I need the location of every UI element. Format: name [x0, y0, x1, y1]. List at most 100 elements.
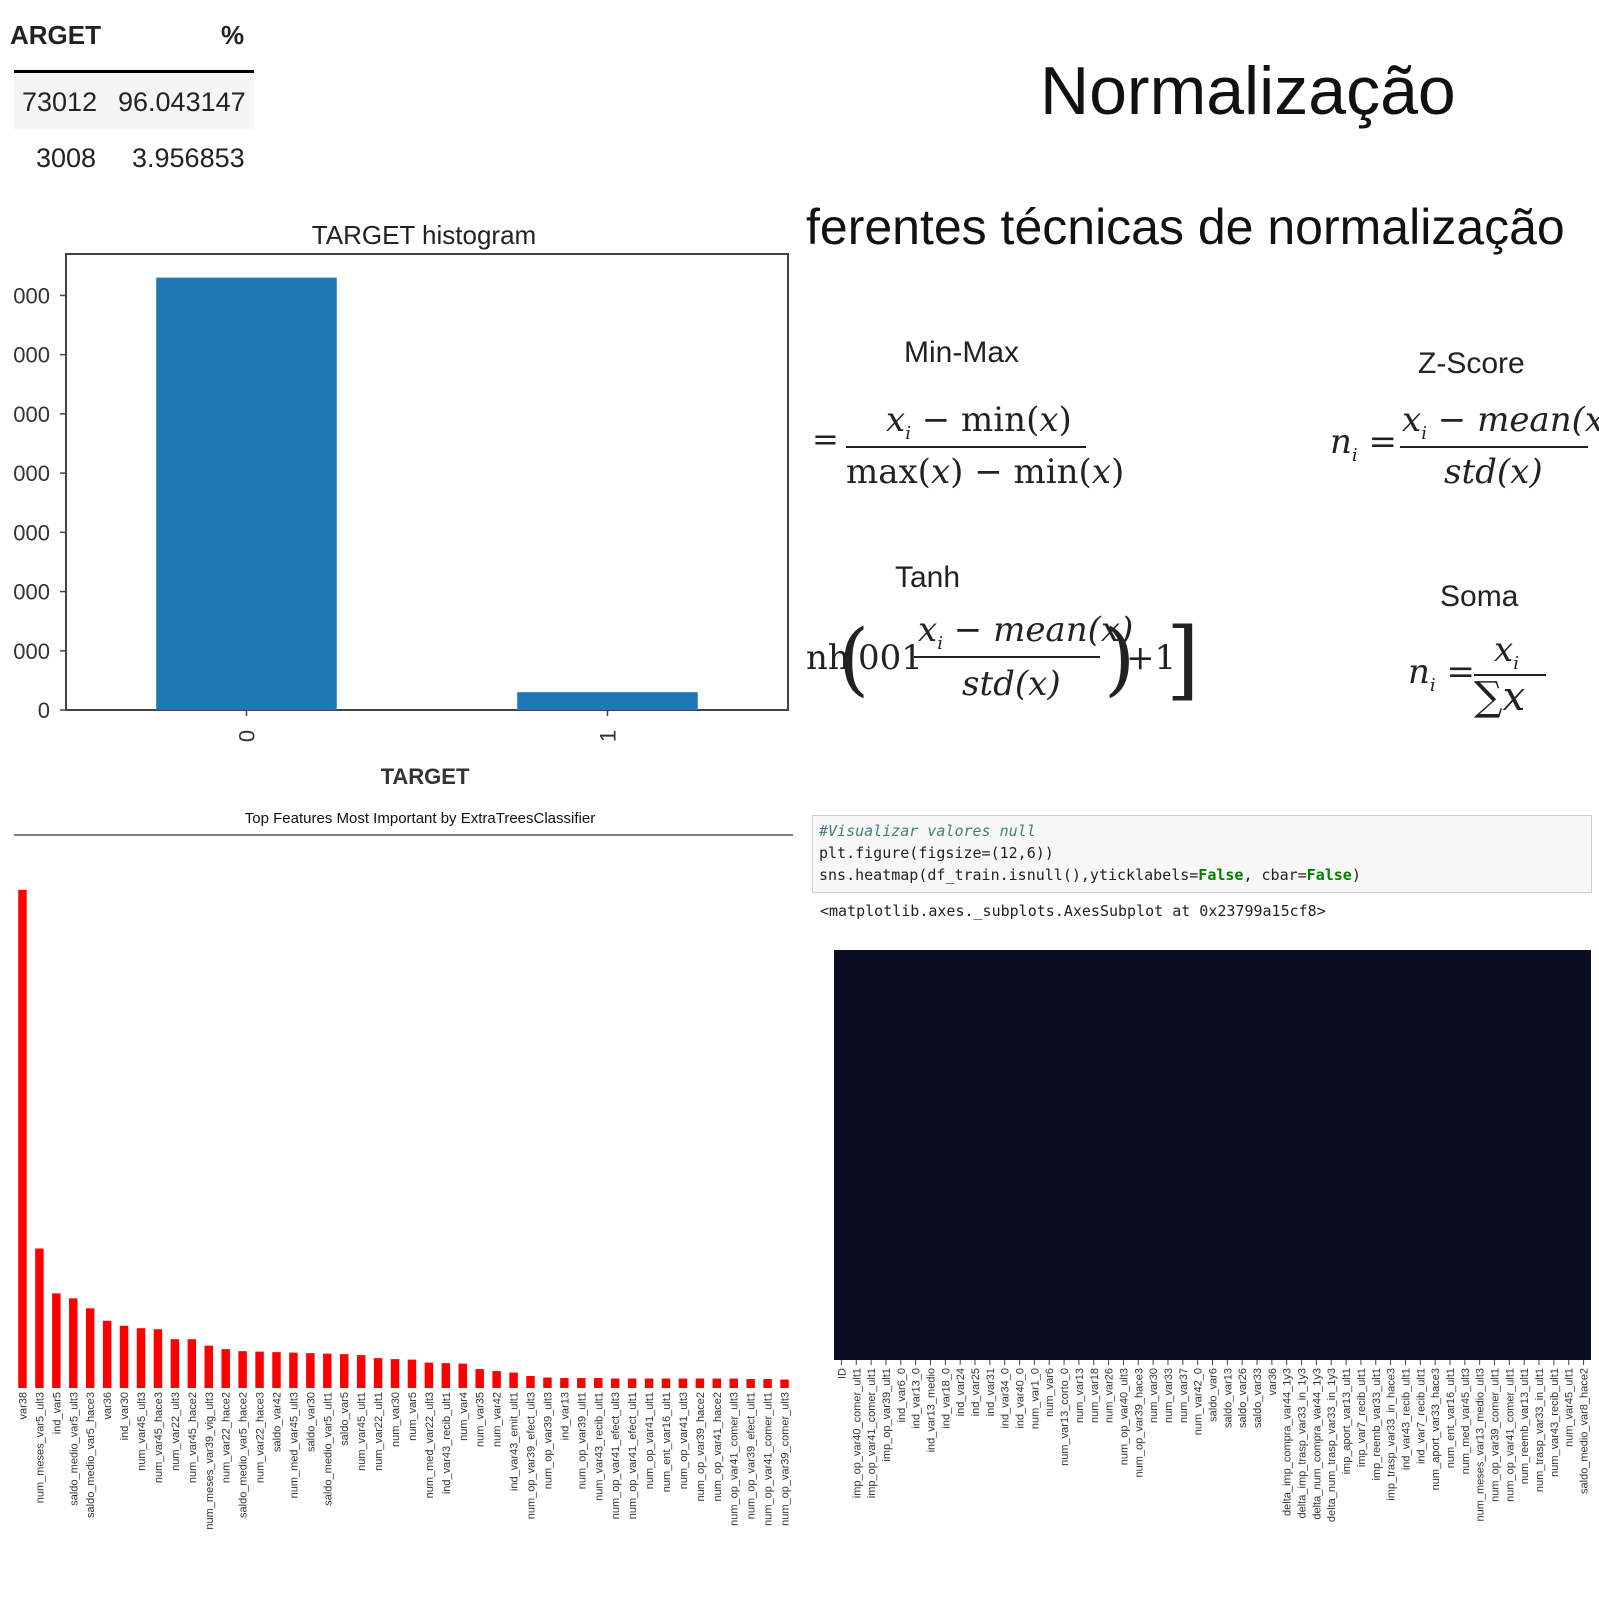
feature-bar — [695, 1378, 705, 1388]
soma-formula: ni = xi ∑x — [1408, 630, 1568, 730]
feature-label: ind_var43_emit_ult1 — [509, 1392, 521, 1491]
feature-label: num_op_var41_comer_ult3 — [729, 1392, 741, 1526]
feature-bar — [475, 1369, 484, 1388]
heatmap-x-label: imp_op_var40_comer_ult1 — [851, 1368, 863, 1498]
feature-label: ind_var43_recib_ult1 — [441, 1392, 453, 1494]
feature-label: num_op_var41_hace2 — [712, 1392, 724, 1501]
tanh-label: Tanh — [895, 561, 961, 594]
feature-bar — [746, 1379, 755, 1388]
feature-bar — [69, 1298, 78, 1388]
heatmap-x-label: num_op_var39_comer_ult1 — [1490, 1368, 1502, 1502]
feature-label: ind_var5 — [51, 1392, 63, 1434]
feature-bar — [119, 1325, 129, 1388]
feature-label: num_op_var39_ult1 — [576, 1392, 588, 1489]
heatmap-x-label: ind_var13_0 — [911, 1368, 923, 1429]
chart-title: TARGET histogram — [312, 220, 536, 250]
feature-bar — [390, 1359, 400, 1388]
heatmap-x-label: ind_var6_0 — [896, 1368, 908, 1422]
feature-bar — [594, 1378, 603, 1388]
feature-bar — [509, 1372, 518, 1388]
heatmap-x-label: num_op_var39_hace3 — [1133, 1368, 1145, 1477]
feature-importance-chart: Top Features Most Important by ExtraTree… — [14, 810, 793, 1530]
code-line-1: plt.figure(figsize=(12,6)) — [819, 844, 1054, 862]
heatmap-x-axis: ID imp_op_var40_comer_ult1 imp_op_var41_co… — [836, 1360, 1591, 1522]
table-header-target: ARGET — [10, 20, 101, 50]
code-cell[interactable]: #Visualizar valores null plt.figure(figs… — [812, 815, 1592, 893]
feature-label: num_op_var41_efect_ult1 — [627, 1392, 639, 1519]
heatmap-x-label: num_op_var41_comer_ult1 — [1504, 1368, 1516, 1502]
feature-bar — [170, 1339, 180, 1388]
zscore-formula: ni = xi − mean(x) std(x) — [1330, 400, 1599, 500]
heatmap-x-label: num_meses_var13_medio_ult3 — [1475, 1368, 1487, 1521]
heatmap-x-label: imp_reemb_var33_ult1 — [1371, 1368, 1383, 1481]
heatmap-x-label: saldo_medio_var8_hace2 — [1579, 1368, 1591, 1494]
heatmap-x-label: imp_op_var41_comer_ult1 — [866, 1368, 878, 1498]
x-tick-label: 1 — [596, 730, 621, 742]
y-tick-label: 0 — [38, 698, 50, 723]
heatmap-x-label: saldo_var26 — [1237, 1368, 1249, 1428]
slide-subtitle: ferentes técnicas de normalização — [806, 199, 1565, 255]
table-row: 3008 3.956853 — [14, 129, 254, 185]
feature-bar — [187, 1339, 197, 1388]
x-axis-label: TARGET — [381, 764, 470, 789]
heatmap-x-label: num_var1_0 — [1029, 1368, 1041, 1429]
heatmap-x-label: ID — [836, 1368, 848, 1379]
heatmap-x-label: ind_var13_medio — [925, 1368, 937, 1452]
heatmap-x-label: delta_imp_trasp_var33_in_1y3 — [1297, 1368, 1309, 1518]
feature-label: num_op_var41_comer_ult1 — [763, 1392, 775, 1526]
minmax-formula: = xi − min(x) max(x) − min(x) — [812, 400, 1125, 492]
heatmap-x-label: ind_var40_0 — [1015, 1368, 1027, 1429]
heatmap-x-label: num_reemb_var13_ult1 — [1519, 1368, 1531, 1484]
feature-bar — [339, 1354, 349, 1388]
feature-bar — [102, 1320, 112, 1388]
feature-bar — [272, 1352, 281, 1388]
feature-label: ind_var13 — [559, 1392, 571, 1440]
table-cell-pct: 96.043147 — [118, 87, 246, 117]
heatmap-x-label: num_trasp_var33_in_ult1 — [1534, 1368, 1546, 1492]
heatmap-x-label: num_ent_var16_ult1 — [1445, 1368, 1457, 1468]
target-table: ARGET % 73012 96.043147 3008 3.956853 — [0, 0, 256, 190]
feature-label: num_op_var39_efect_ult3 — [526, 1392, 538, 1519]
heatmap-x-label: num_med_var45_ult3 — [1460, 1368, 1472, 1474]
heatmap-x-label: num_var13_corto_0 — [1059, 1368, 1071, 1466]
heatmap-x-label: saldo_var13 — [1222, 1368, 1234, 1428]
feature-label: var38 — [17, 1392, 29, 1420]
null-heatmap — [834, 950, 1591, 1360]
feature-bar — [289, 1352, 298, 1388]
y-tick-label: 000 — [13, 283, 50, 308]
feature-label: num_var35 — [475, 1392, 487, 1447]
feature-label: num_meses_var5_ult3 — [34, 1392, 46, 1503]
feature-label: num_op_var39_hace2 — [695, 1392, 707, 1501]
feature-label: saldo_medio_var5_hace2 — [238, 1392, 250, 1518]
y-tick-label: 000 — [13, 461, 50, 486]
heatmap-x-label: ind_var31 — [985, 1368, 997, 1416]
feature-label: num_ent_var16_ult1 — [661, 1392, 673, 1492]
heatmap-x-label: num_var26 — [1104, 1368, 1116, 1423]
heatmap-x-label: ind_var7_recib_ult1 — [1415, 1368, 1427, 1464]
heatmap-x-label: num_var33 — [1163, 1368, 1175, 1423]
feature-label: num_var45_hace3 — [153, 1392, 165, 1483]
target-histogram-chart: TARGET histogram 00000000000000000000000… — [13, 220, 789, 789]
heatmap-x-label: ind_var25 — [970, 1368, 982, 1416]
slide-title: Normalização — [1040, 53, 1456, 129]
feature-label: saldo_var5 — [339, 1392, 351, 1446]
feature-bar — [18, 889, 27, 1388]
y-tick-label: 000 — [13, 639, 50, 664]
table-cell-count: 3008 — [36, 143, 97, 173]
heatmap-x-label: delta_num_compra_var44_1y3 — [1311, 1368, 1323, 1520]
feature-bar — [560, 1378, 569, 1388]
table-cell-pct: 3.956853 — [132, 143, 245, 173]
feature-bar — [373, 1358, 383, 1388]
feature-bar — [407, 1359, 417, 1388]
heatmap-x-label: imp_op_var39_ult1 — [881, 1368, 893, 1462]
feature-label: num_var42 — [492, 1392, 504, 1447]
minmax-label: Min-Max — [904, 336, 1020, 369]
feature-bar — [323, 1353, 332, 1388]
feature-label: num_var45_hace2 — [187, 1392, 199, 1483]
feature-bar — [577, 1378, 586, 1388]
feature-label: num_op_var41_ult1 — [644, 1392, 656, 1489]
zscore-label: Z-Score — [1418, 347, 1525, 380]
feature-bar — [35, 1248, 44, 1388]
plot-frame — [65, 253, 789, 711]
heatmap-x-label: saldo_var33 — [1252, 1368, 1264, 1428]
